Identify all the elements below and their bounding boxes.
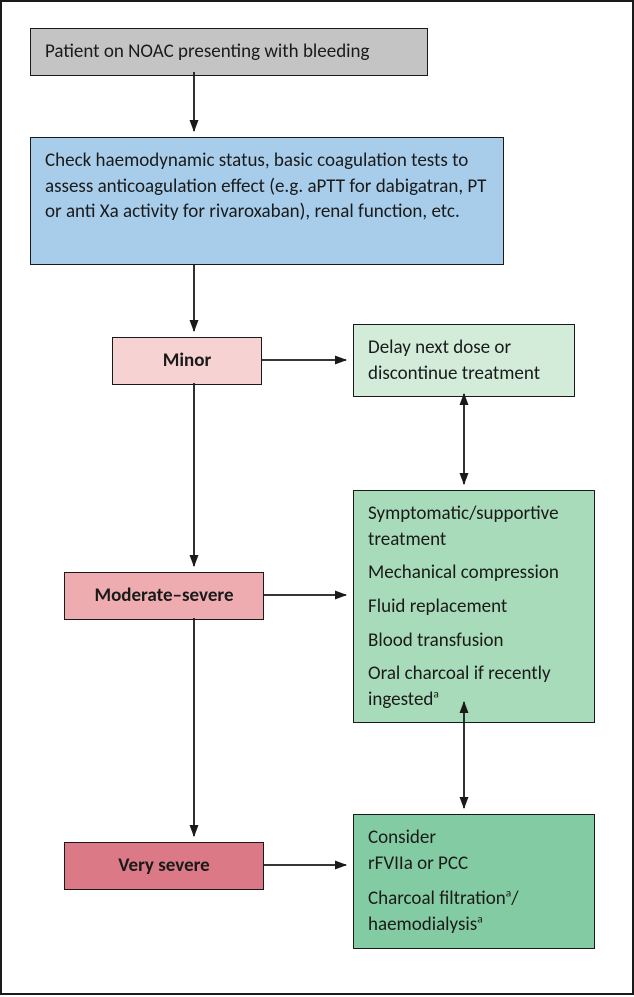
- node-title-text: Patient on NOAC presenting with bleeding: [45, 40, 369, 63]
- very-action-line: rFVIIa or PCC: [368, 851, 580, 877]
- node-very-severe-text: Very severe: [118, 854, 210, 877]
- moderate-action-item: Fluid replacement: [368, 594, 580, 620]
- node-very-severe-action: Consider rFVIIa or PCC Charcoal filtrati…: [353, 814, 595, 949]
- node-title: Patient on NOAC presenting with bleeding: [30, 28, 428, 76]
- moderate-action-item: Blood transfusion: [368, 628, 580, 654]
- moderate-action-item: Mechanical compression: [368, 560, 580, 586]
- node-very-severe: Very severe: [64, 842, 264, 890]
- node-minor-action-text: Delay next dose or discontinue treatment: [368, 336, 540, 385]
- very-action-line: Charcoal filtrationa/ haemodialysisa: [368, 886, 580, 937]
- node-minor: Minor: [112, 337, 262, 385]
- node-minor-action: Delay next dose or discontinue treatment: [353, 324, 575, 397]
- node-moderate: Moderate–severe: [64, 572, 264, 620]
- moderate-action-item: Oral charcoal if recently ingesteda: [368, 661, 580, 712]
- node-check: Check haemodynamic status, basic coagula…: [30, 137, 504, 265]
- moderate-action-item: Symptomatic/supportive treatment: [368, 501, 580, 552]
- node-minor-text: Minor: [163, 349, 211, 372]
- node-moderate-text: Moderate–severe: [94, 584, 233, 607]
- node-moderate-action: Symptomatic/supportive treatment Mechani…: [353, 490, 595, 723]
- very-action-line: Consider: [368, 825, 580, 851]
- footnote-a-icon: a: [433, 688, 438, 702]
- flowchart-canvas: Patient on NOAC presenting with bleeding…: [0, 0, 634, 995]
- node-check-text: Check haemodynamic status, basic coagula…: [45, 149, 486, 223]
- footnote-a-icon: a: [477, 913, 482, 927]
